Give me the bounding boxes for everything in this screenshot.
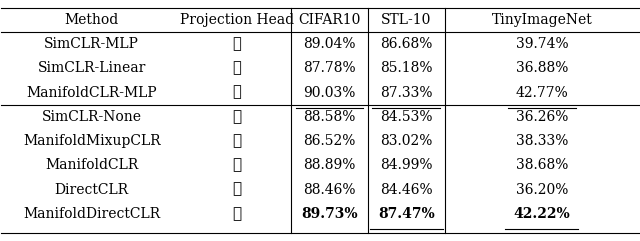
Text: SimCLR-Linear: SimCLR-Linear	[38, 61, 146, 75]
Text: 89.73%: 89.73%	[301, 207, 358, 221]
Text: Projection Head: Projection Head	[180, 13, 294, 27]
Text: ✗: ✗	[232, 207, 241, 221]
Text: SimCLR-MLP: SimCLR-MLP	[44, 37, 139, 51]
Text: 42.22%: 42.22%	[513, 207, 570, 221]
Text: DirectCLR: DirectCLR	[54, 182, 129, 196]
Text: 38.33%: 38.33%	[516, 134, 568, 148]
Text: 38.68%: 38.68%	[516, 158, 568, 172]
Text: 83.02%: 83.02%	[380, 134, 433, 148]
Text: 36.20%: 36.20%	[516, 182, 568, 196]
Text: 87.47%: 87.47%	[378, 207, 435, 221]
Text: 90.03%: 90.03%	[303, 86, 356, 100]
Text: 87.78%: 87.78%	[303, 61, 356, 75]
Text: ManifoldCLR: ManifoldCLR	[45, 158, 138, 172]
Text: 87.33%: 87.33%	[380, 86, 433, 100]
Text: ✗: ✗	[232, 110, 241, 124]
Text: ✗: ✗	[232, 134, 241, 148]
Text: 39.74%: 39.74%	[516, 37, 568, 51]
Text: Method: Method	[65, 13, 119, 27]
Text: ✗: ✗	[232, 158, 241, 172]
Text: 89.04%: 89.04%	[303, 37, 356, 51]
Text: STL-10: STL-10	[381, 13, 431, 27]
Text: 88.46%: 88.46%	[303, 182, 356, 196]
Text: 86.68%: 86.68%	[380, 37, 433, 51]
Text: CIFAR10: CIFAR10	[298, 13, 361, 27]
Text: ✓: ✓	[232, 37, 241, 51]
Text: 84.46%: 84.46%	[380, 182, 433, 196]
Text: 86.52%: 86.52%	[303, 134, 356, 148]
Text: 84.53%: 84.53%	[380, 110, 433, 124]
Text: ✗: ✗	[232, 182, 241, 196]
Text: ManifoldCLR-MLP: ManifoldCLR-MLP	[26, 86, 157, 100]
Text: 84.99%: 84.99%	[380, 158, 433, 172]
Text: 85.18%: 85.18%	[380, 61, 433, 75]
Text: 36.26%: 36.26%	[516, 110, 568, 124]
Text: ManifoldDirectCLR: ManifoldDirectCLR	[23, 207, 160, 221]
Text: ✓: ✓	[232, 61, 241, 75]
Text: 36.88%: 36.88%	[516, 61, 568, 75]
Text: 88.89%: 88.89%	[303, 158, 356, 172]
Text: 42.77%: 42.77%	[516, 86, 568, 100]
Text: SimCLR-None: SimCLR-None	[42, 110, 141, 124]
Text: ManifoldMixupCLR: ManifoldMixupCLR	[23, 134, 161, 148]
Text: 88.58%: 88.58%	[303, 110, 356, 124]
Text: TinyImageNet: TinyImageNet	[492, 13, 592, 27]
Text: ✓: ✓	[232, 86, 241, 100]
